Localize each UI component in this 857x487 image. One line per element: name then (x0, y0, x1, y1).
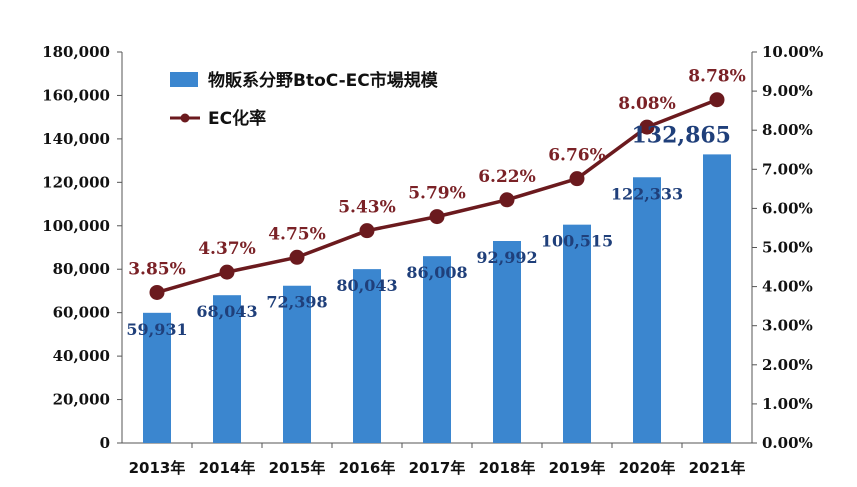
bar-value-label: 92,992 (476, 248, 537, 267)
left-tick-label: 120,000 (42, 173, 110, 191)
rate-point (639, 119, 655, 135)
bar-value-label: 59,931 (126, 320, 187, 339)
rate-value-label: 8.78% (688, 67, 746, 87)
bar-value-label: 100,515 (541, 232, 613, 251)
rate-value-label: 5.79% (408, 184, 466, 204)
bar (353, 269, 381, 443)
bar (563, 224, 591, 443)
bar-value-label: 68,043 (196, 302, 257, 321)
x-tick-label: 2021年 (689, 459, 746, 477)
x-tick-label: 2014年 (199, 459, 256, 477)
rate-point (709, 92, 725, 108)
bar-value-label: 86,008 (406, 263, 467, 282)
right-tick-label: 1.00% (762, 395, 813, 413)
right-tick-label: 5.00% (762, 239, 813, 257)
left-tick-label: 140,000 (42, 130, 110, 148)
bar (703, 154, 731, 443)
x-tick-label: 2013年 (129, 459, 186, 477)
bar-value-label: 132,865 (631, 122, 731, 148)
left-tick-label: 40,000 (53, 347, 110, 365)
right-tick-label: 10.00% (762, 43, 823, 61)
legend: 物販系分野BtoC-EC市場規模 EC化率 (170, 70, 439, 129)
right-tick-label: 7.00% (762, 160, 813, 178)
x-tick-label: 2015年 (269, 459, 326, 477)
right-tick-label: 3.00% (762, 317, 813, 335)
bar (493, 241, 521, 443)
x-tick-label: 2018年 (479, 459, 536, 477)
rate-point (219, 264, 235, 280)
right-tick-label: 6.00% (762, 199, 813, 217)
left-tick-label: 160,000 (42, 86, 110, 104)
bar-series (143, 154, 731, 443)
right-tick-label: 4.00% (762, 278, 813, 296)
bar (283, 285, 311, 443)
rate-value-label: 4.75% (268, 224, 326, 244)
bar-value-label: 80,043 (336, 276, 397, 295)
x-tick-label: 2020年 (619, 459, 676, 477)
legend-bar-label: 物販系分野BtoC-EC市場規模 (208, 70, 439, 91)
bar (423, 256, 451, 443)
bar (143, 312, 171, 443)
right-tick-label: 2.00% (762, 356, 813, 374)
rate-value-label: 6.76% (548, 146, 606, 166)
rate-value-label: 6.22% (478, 167, 536, 187)
x-tick-label: 2019年 (549, 459, 606, 477)
right-tick-label: 9.00% (762, 82, 813, 100)
left-tick-label: 60,000 (53, 304, 110, 322)
rate-value-label: 4.37% (198, 239, 256, 259)
legend-line-marker (180, 113, 190, 123)
rate-value-label: 3.85% (128, 259, 186, 279)
left-tick-label: 20,000 (53, 391, 110, 409)
rate-point (359, 223, 375, 239)
right-tick-label: 0.00% (762, 434, 813, 452)
rate-value-label: 8.08% (618, 94, 676, 114)
rate-value-label: 5.43% (338, 198, 396, 218)
x-tick-label: 2016年 (339, 459, 396, 477)
legend-line-label: EC化率 (208, 108, 266, 129)
left-tick-label: 180,000 (42, 43, 110, 61)
x-tick-label: 2017年 (409, 459, 466, 477)
left-tick-label: 80,000 (53, 260, 110, 278)
right-tick-label: 8.00% (762, 121, 813, 139)
bar-value-label: 122,333 (611, 184, 683, 203)
rate-point (499, 192, 515, 208)
legend-bar-swatch (170, 72, 198, 87)
rate-point (569, 171, 585, 187)
left-tick-label: 100,000 (42, 217, 110, 235)
rate-point (429, 209, 445, 225)
axes: 0 20,000 40,000 60,000 80,000 100,000 120,000 1… (42, 43, 823, 477)
bar (213, 295, 241, 443)
line-series (149, 92, 725, 300)
left-tick-label: 0 (100, 434, 110, 452)
bar-value-label: 72,398 (266, 293, 327, 312)
bar (633, 177, 661, 443)
rate-point (149, 284, 165, 300)
data-labels: 59,931 68,043 72,398 80,043 86,008 92,992100,… (126, 67, 745, 339)
rate-point (289, 249, 305, 265)
